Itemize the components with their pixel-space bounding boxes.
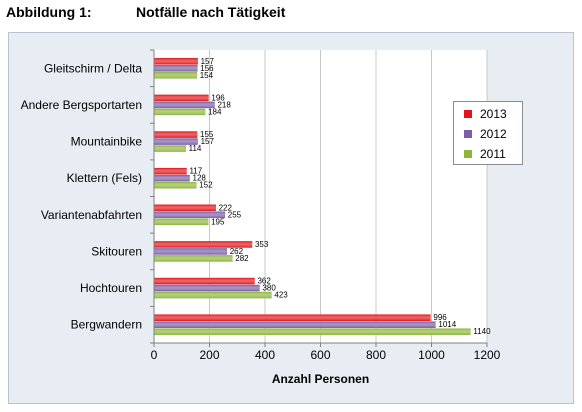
bar-sheen (154, 168, 187, 175)
data-label: 157 (201, 57, 215, 66)
data-label: 362 (257, 277, 271, 286)
bar-sheen (154, 241, 252, 248)
bar-sheen (154, 58, 198, 65)
x-tick-label: 600 (310, 348, 330, 362)
bar-sheen (154, 255, 233, 262)
data-label: 184 (208, 107, 222, 116)
bar-sheen (154, 204, 216, 211)
data-label: 1014 (438, 320, 456, 329)
x-tick-label: 1000 (418, 348, 445, 362)
legend-swatch-2011 (464, 150, 472, 158)
data-label: 117 (189, 167, 202, 176)
data-label: 196 (211, 93, 225, 102)
category-label: Hochtouren (80, 281, 142, 295)
legend-label-2012: 2012 (480, 127, 507, 141)
data-label: 255 (228, 210, 242, 219)
data-label: 154 (200, 71, 214, 80)
legend-swatch-2012 (464, 130, 472, 138)
data-label: 156 (200, 64, 214, 73)
data-label: 282 (235, 254, 249, 263)
data-label: 218 (217, 100, 231, 109)
bar-sheen (154, 314, 431, 321)
legend-swatch-2013 (464, 110, 472, 118)
bar-sheen (154, 211, 225, 218)
bar-sheen (154, 108, 206, 115)
data-label: 222 (219, 203, 233, 212)
bar-sheen (154, 321, 436, 328)
legend-item-2012: 2012 (464, 127, 507, 141)
data-label: 114 (189, 144, 202, 153)
data-label: 1140 (473, 327, 491, 336)
category-label: Skitouren (91, 244, 142, 258)
bar-sheen (154, 278, 255, 285)
chart-legend: 2013 2012 2011 (453, 101, 523, 165)
data-label: 353 (255, 240, 269, 249)
bar-sheen (154, 182, 197, 189)
legend-label-2011: 2011 (480, 147, 506, 161)
bar-sheen (154, 72, 197, 79)
bar-sheen (154, 248, 227, 255)
legend-item-2013: 2013 (464, 107, 507, 121)
legend-label-2013: 2013 (480, 107, 507, 121)
category-label: Variantenabfahrten (41, 208, 142, 222)
data-label: 157 (201, 137, 215, 146)
category-label: Andere Bergsportarten (21, 98, 142, 112)
bar-sheen (154, 292, 272, 299)
figure-label: Abbildung 1: (6, 4, 92, 20)
legend-item-2011: 2011 (464, 147, 506, 161)
bar-sheen (154, 131, 198, 138)
bar-sheen (154, 145, 186, 152)
bar-sheen (154, 328, 471, 335)
data-label: 195 (211, 217, 225, 226)
bar-sheen (154, 101, 215, 108)
x-axis-title: Anzahl Personen (272, 372, 369, 386)
bar-sheen (154, 94, 209, 101)
category-label: Mountainbike (71, 135, 143, 149)
figure-heading: Abbildung 1: Notfälle nach Tätigkeit (6, 4, 285, 20)
bar-sheen (154, 65, 198, 72)
x-tick-label: 0 (151, 348, 158, 362)
category-label: Klettern (Fels) (67, 171, 142, 185)
data-label: 380 (262, 284, 276, 293)
category-label: Bergwandern (71, 318, 142, 332)
data-label: 423 (274, 291, 288, 300)
bar-sheen (154, 175, 190, 182)
bar-sheen (154, 218, 209, 225)
data-label: 128 (193, 174, 207, 183)
x-tick-label: 200 (199, 348, 219, 362)
bar-sheen (154, 285, 260, 292)
x-tick-label: 800 (366, 348, 386, 362)
data-label: 996 (433, 313, 447, 322)
bar-sheen (154, 138, 198, 145)
data-label: 155 (200, 130, 214, 139)
data-label: 152 (199, 181, 213, 190)
x-tick-label: 1200 (474, 348, 501, 362)
x-tick-label: 400 (255, 348, 275, 362)
data-label: 262 (230, 247, 244, 256)
category-label: Gleitschirm / Delta (44, 61, 142, 75)
figure-title: Notfälle nach Tätigkeit (136, 4, 286, 20)
